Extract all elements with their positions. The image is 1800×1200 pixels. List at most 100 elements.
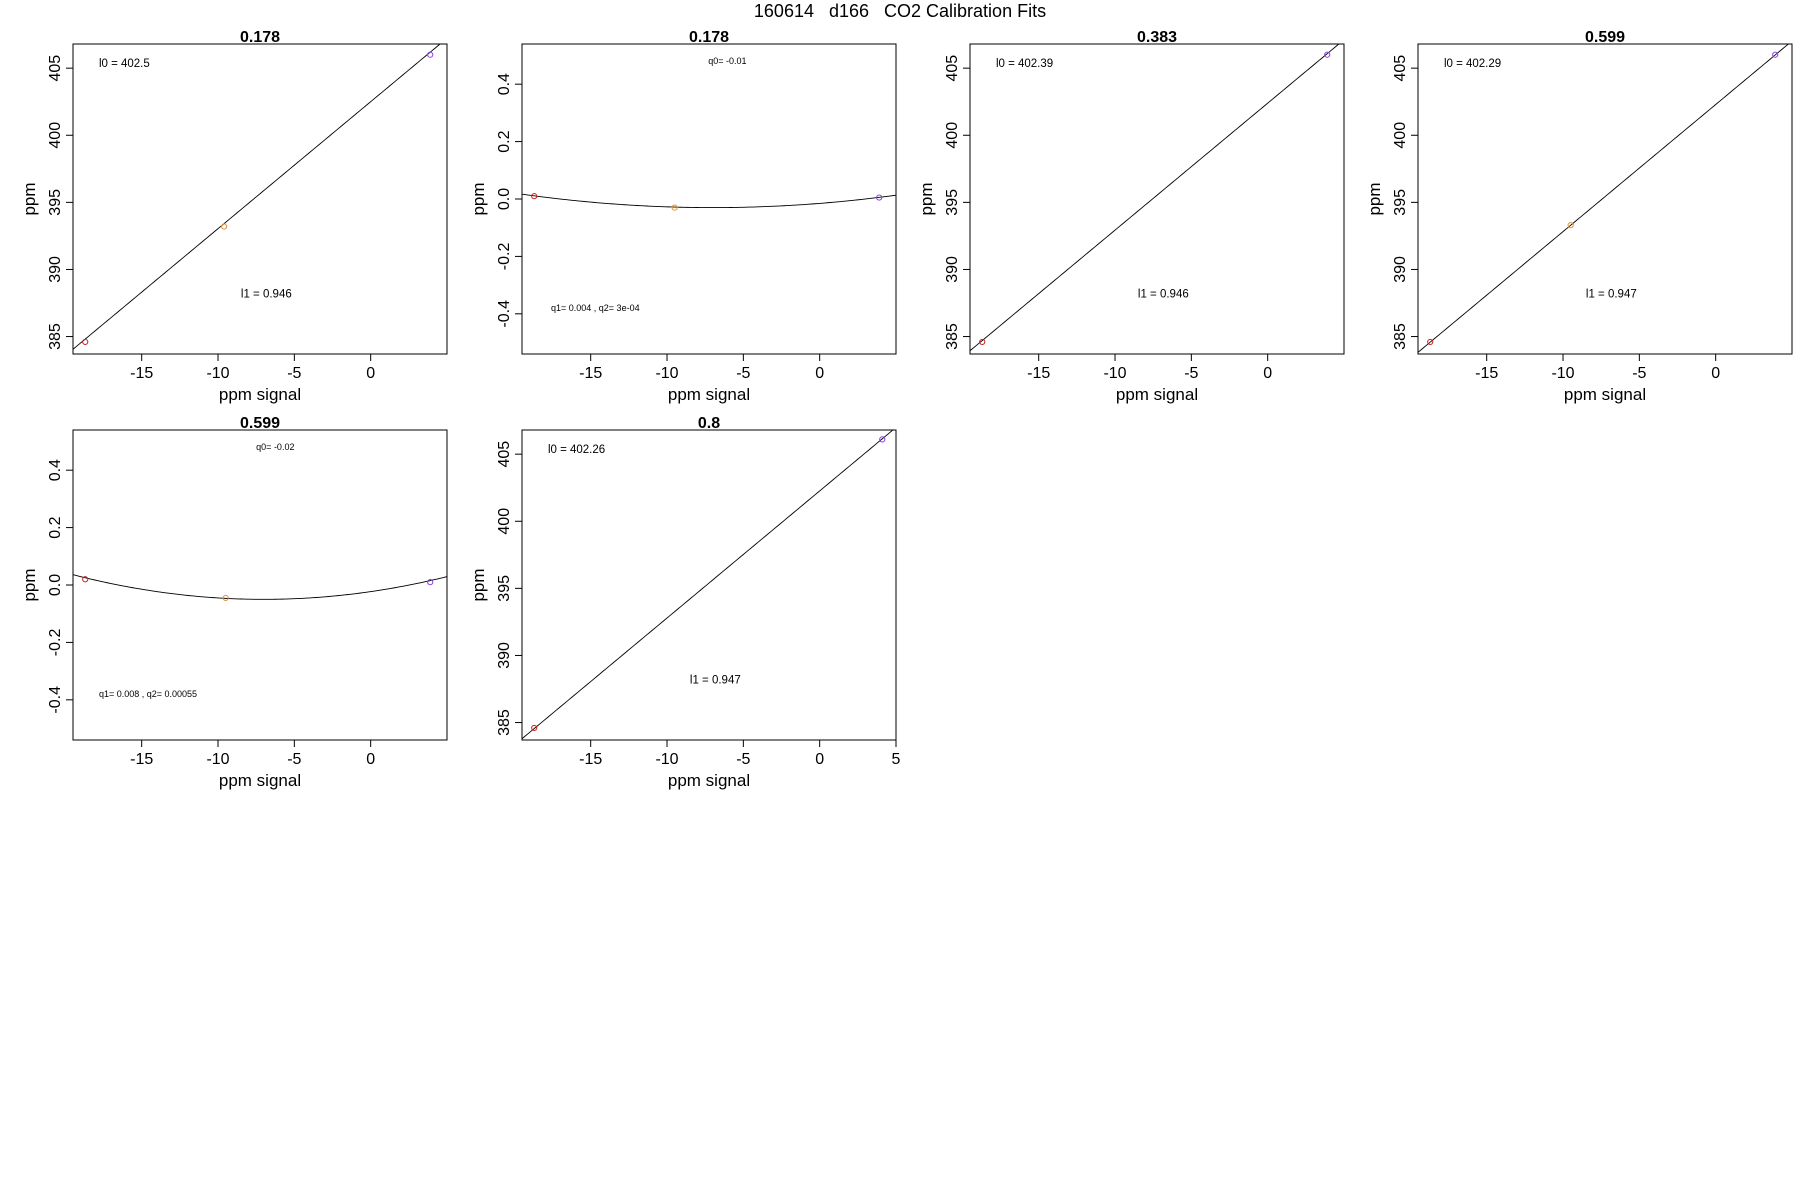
x-axis-label: ppm signal	[1564, 385, 1646, 404]
fit-annotation: q1= 0.004 , q2= 3e-04	[551, 303, 640, 313]
fit-line	[1418, 44, 1790, 353]
y-tick-label: 0.4	[47, 459, 64, 481]
fit-annotation: q1= 0.008 , q2= 0.00055	[99, 689, 197, 699]
fit-annotation: l1 = 0.946	[241, 289, 292, 301]
x-tick-label: -5	[1632, 365, 1646, 382]
x-tick-label: -15	[130, 365, 153, 382]
fit-line	[970, 44, 1340, 352]
panel-title: 0.599	[240, 415, 280, 432]
y-axis-label: ppm	[469, 182, 488, 215]
plot-frame	[72, 43, 448, 355]
y-tick-label: -0.2	[496, 243, 513, 271]
x-tick-label: -5	[1184, 365, 1198, 382]
x-axis-label: ppm signal	[1116, 385, 1198, 404]
data-point	[1324, 51, 1331, 58]
y-tick-label: 385	[1392, 323, 1409, 350]
y-tick-label: 395	[47, 189, 64, 216]
data-point	[427, 579, 434, 586]
y-tick-label: -0.4	[47, 686, 64, 714]
fit-line	[73, 44, 441, 350]
data-point	[427, 51, 434, 58]
fit-line	[522, 430, 894, 740]
fit-annotation: l0 = 402.39	[996, 58, 1053, 70]
fit-annotation: q0= -0.02	[256, 442, 294, 452]
data-point	[671, 204, 678, 211]
x-tick-label: -15	[130, 751, 153, 768]
y-axis-label: ppm	[20, 182, 39, 215]
x-tick-label: 0	[366, 751, 375, 768]
panel-title: 0.178	[689, 29, 729, 46]
y-tick-label: -0.4	[496, 300, 513, 328]
data-point	[879, 436, 886, 443]
fit-annotation: l0 = 402.5	[99, 58, 150, 70]
panel-title: 0.8	[698, 415, 720, 432]
chart-panel-1: -15 -10 -5 0 385 390 395 400 405 0.178 ppm signal p…	[20, 29, 448, 404]
y-axis-label: ppm	[917, 182, 936, 215]
data-point	[979, 338, 986, 346]
y-tick-label: 390	[944, 256, 961, 283]
x-tick-label: -10	[655, 751, 678, 768]
chart-panel-6: -15 -10 -5 0 5 385 390 395 400 405 0.8 ppm signal pp…	[469, 415, 901, 790]
y-tick-label: 390	[496, 642, 513, 669]
y-tick-label: 0.2	[47, 516, 64, 538]
x-tick-label: 5	[892, 751, 901, 768]
fit-annotation: q0= -0.01	[708, 56, 746, 66]
x-tick-label: -5	[287, 365, 301, 382]
fit-annotation: l1 = 0.947	[690, 675, 741, 687]
y-tick-label: 0.2	[496, 130, 513, 152]
panel-title: 0.178	[240, 29, 280, 46]
y-tick-label: 395	[1392, 189, 1409, 216]
y-tick-label: 0.4	[496, 73, 513, 95]
x-tick-label: -10	[206, 751, 229, 768]
chart-panel-5: -15 -10 -5 0 -0.4 -0.2 0.0 0.2 0.4 0.599 ppm signa…	[20, 415, 448, 790]
y-tick-label: 395	[944, 189, 961, 216]
x-tick-label: -5	[287, 751, 301, 768]
data-point	[82, 338, 89, 346]
x-tick-label: 0	[1711, 365, 1720, 382]
x-axis-label: ppm signal	[668, 771, 750, 790]
data-point	[82, 576, 89, 583]
y-tick-label: 405	[1392, 55, 1409, 82]
x-tick-label: 0	[1263, 365, 1272, 382]
data-point	[1427, 338, 1434, 346]
data-point	[876, 194, 883, 201]
plot-frame	[969, 43, 1345, 355]
x-tick-label: -15	[1475, 365, 1498, 382]
chart-panel-3: -15 -10 -5 0 385 390 395 400 405 0.383 ppm signal p…	[917, 29, 1345, 404]
y-tick-label: 390	[47, 256, 64, 283]
y-tick-label: 400	[47, 122, 64, 149]
x-axis-label: ppm signal	[219, 385, 301, 404]
plot-frame	[521, 429, 897, 741]
y-tick-label: -0.2	[47, 629, 64, 657]
page-title: 160614 d166 CO2 Calibration Fits	[753, 1, 1047, 21]
y-tick-label: 400	[944, 122, 961, 149]
panel-title: 0.599	[1585, 29, 1625, 46]
y-axis-label: ppm	[20, 568, 39, 601]
fit-annotation: l1 = 0.947	[1586, 289, 1637, 301]
x-tick-label: 0	[366, 365, 375, 382]
x-axis-label: ppm signal	[668, 385, 750, 404]
x-tick-label: -10	[206, 365, 229, 382]
panel-title: 0.383	[1137, 29, 1177, 46]
x-tick-label: -15	[579, 751, 602, 768]
x-tick-label: 0	[815, 751, 824, 768]
x-axis-label: ppm signal	[219, 771, 301, 790]
x-tick-label: -10	[655, 365, 678, 382]
y-tick-label: 385	[47, 323, 64, 350]
y-tick-label: 385	[496, 709, 513, 736]
data-point	[531, 724, 538, 732]
x-tick-label: -10	[1103, 365, 1126, 382]
chart-panel-2: -15 -10 -5 0 -0.4 -0.2 0.0 0.2 0.4 0.178 ppm signa…	[469, 29, 897, 404]
y-tick-label: 0.0	[496, 188, 513, 210]
y-tick-label: 395	[496, 575, 513, 602]
y-tick-label: 390	[1392, 256, 1409, 283]
x-tick-label: -5	[736, 365, 750, 382]
y-tick-label: 385	[944, 323, 961, 350]
x-tick-label: -15	[579, 365, 602, 382]
data-point	[221, 223, 228, 230]
data-point	[1772, 51, 1779, 58]
fit-line	[522, 193, 896, 209]
data-point	[531, 193, 538, 200]
y-tick-label: 405	[47, 55, 64, 82]
y-axis-label: ppm	[1365, 182, 1384, 215]
